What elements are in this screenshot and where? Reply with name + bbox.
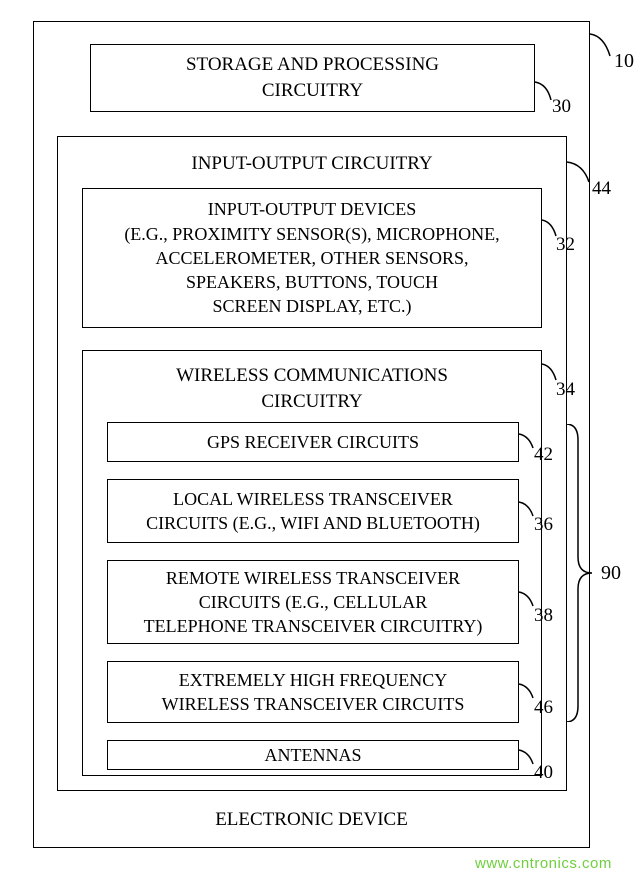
remote-wireless-label: REMOTE WIRELESS TRANSCEIVER CIRCUITS (E.… <box>144 566 483 639</box>
antennas-label: ANTENNAS <box>265 743 362 767</box>
ehf-label: EXTREMELY HIGH FREQUENCY WIRELESS TRANSC… <box>162 668 465 717</box>
ref-36: 36 <box>534 514 553 536</box>
gps-box: GPS RECEIVER CIRCUITS <box>107 422 519 462</box>
ref-90: 90 <box>601 562 621 585</box>
ref-44: 44 <box>592 178 611 200</box>
io-devices-label: INPUT-OUTPUT DEVICES (E.G., PROXIMITY SE… <box>116 189 507 326</box>
storage-label: STORAGE AND PROCESSING CIRCUITRY <box>186 52 439 103</box>
ref-46: 46 <box>534 697 553 719</box>
remote-wireless-box: REMOTE WIRELESS TRANSCEIVER CIRCUITS (E.… <box>107 560 519 644</box>
io-devices-box: INPUT-OUTPUT DEVICES (E.G., PROXIMITY SE… <box>82 188 542 328</box>
antennas-box: ANTENNAS <box>107 740 519 770</box>
watermark: www.cntronics.com <box>475 855 612 872</box>
io-circuitry-label: INPUT-OUTPUT CIRCUITRY <box>191 151 432 177</box>
wireless-label: WIRELESS COMMUNICATIONS CIRCUITRY <box>176 363 448 414</box>
ref-42: 42 <box>534 444 553 466</box>
ref-38: 38 <box>534 605 553 627</box>
local-wireless-label: LOCAL WIRELESS TRANSCEIVER CIRCUITS (E.G… <box>146 487 480 536</box>
ref-32: 32 <box>556 234 575 256</box>
ehf-box: EXTREMELY HIGH FREQUENCY WIRELESS TRANSC… <box>107 661 519 723</box>
ref-10: 10 <box>614 50 634 73</box>
electronic-device-label: ELECTRONIC DEVICE <box>215 807 408 833</box>
ref-40: 40 <box>534 762 553 784</box>
ref-30: 30 <box>552 96 571 118</box>
gps-label: GPS RECEIVER CIRCUITS <box>207 430 419 454</box>
local-wireless-box: LOCAL WIRELESS TRANSCEIVER CIRCUITS (E.G… <box>107 479 519 543</box>
storage-processing-box: STORAGE AND PROCESSING CIRCUITRY <box>90 44 535 112</box>
ref-34: 34 <box>556 379 575 401</box>
